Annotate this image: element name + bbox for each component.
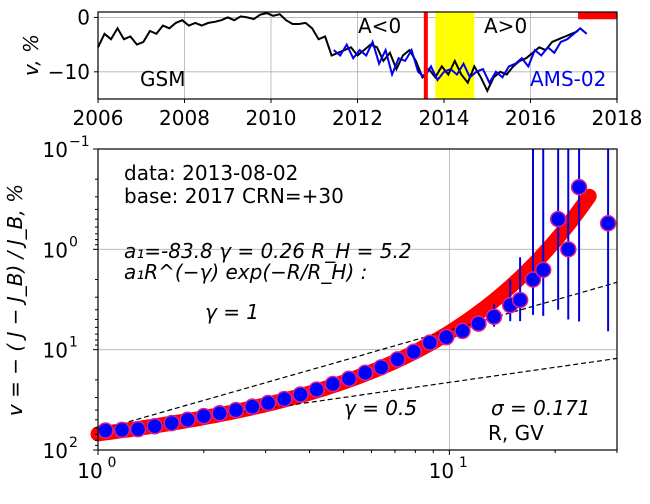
data-point [179, 411, 196, 429]
data-point [356, 364, 374, 382]
bottom-y-tick-exponent: −1 [69, 134, 90, 150]
base-label: base: 2017 CRN=+30 [124, 184, 344, 208]
data-point [570, 178, 588, 196]
data-point [470, 315, 487, 332]
reversal-band [435, 12, 475, 99]
data-date-label: data: 2013-08-02 [124, 161, 298, 185]
bottom-y-tick-label: 10 [43, 138, 68, 162]
data-points [97, 178, 617, 439]
a-positive-label: A>0 [484, 14, 527, 38]
top-y-tick-label: 0 [77, 5, 90, 29]
a-negative-label: A<0 [358, 14, 401, 38]
data-point [454, 322, 471, 340]
data-point [549, 210, 567, 228]
data-point [373, 359, 390, 376]
ams-series-line [333, 26, 588, 85]
data-point [259, 394, 277, 412]
data-point [97, 422, 114, 439]
data-point [308, 381, 325, 398]
top-y-ticks: 0 −10 [48, 5, 98, 84]
top-x-tick-label: 2008 [159, 106, 210, 130]
top-x-ticks: 2006 2008 2010 2012 2014 2016 2018 [73, 99, 643, 130]
data-point [276, 390, 293, 408]
data-point [421, 334, 439, 351]
data-point [485, 308, 503, 326]
top-y-tick-label: −10 [48, 60, 90, 84]
data-point [405, 343, 423, 361]
data-point [244, 398, 261, 415]
bottom-y-tick-exponent: 2 [69, 435, 78, 451]
data-point [146, 418, 163, 435]
bottom-y-axis-label: v = − ( J − J_B) / J_B, % [3, 184, 27, 416]
gamma05-label: γ = 0.5 [344, 396, 417, 420]
x-axis-label: R, GV [488, 421, 544, 445]
top-y-axis-label: v, % [19, 34, 43, 76]
bottom-y-tick-label: 10 [43, 238, 68, 262]
bottom-x-tick-exponent: 0 [108, 455, 117, 471]
top-x-tick-label: 2018 [592, 106, 643, 130]
data-point [389, 351, 406, 368]
data-point [534, 261, 552, 279]
gamma1-dashed-line [97, 281, 618, 432]
bottom-y-tick-label: 10 [43, 439, 68, 463]
top-x-tick-label: 2014 [419, 106, 470, 130]
gamma05-dashed-line [97, 357, 618, 434]
gsm-label: GSM [140, 67, 185, 91]
top-x-tick-label: 2012 [332, 106, 383, 130]
data-point [113, 421, 131, 439]
formula-label: a₁R^(−γ) exp(−R/R_H) : [124, 260, 367, 284]
bottom-x-tick-label: 10 [77, 459, 102, 483]
data-point [292, 386, 309, 403]
data-point [560, 241, 577, 258]
ams-label: AMS-02 [530, 67, 606, 91]
bottom-x-ticks: 10 0 10 1 [77, 450, 618, 483]
data-point [324, 375, 342, 393]
data-point [438, 328, 455, 346]
bottom-x-tick-label: 10 [429, 459, 454, 483]
data-point [163, 414, 180, 432]
data-point [340, 370, 358, 388]
sigma-label: σ = 0.171 [491, 396, 590, 420]
top-x-tick-label: 2006 [73, 106, 124, 130]
bottom-y-tick-exponent: 0 [69, 234, 78, 250]
data-point [211, 404, 228, 422]
bottom-axes-frame [97, 148, 618, 451]
params-label: a₁=-83.8 γ = 0.26 R_H = 5.2 [124, 239, 412, 263]
bottom-y-tick-label: 10 [43, 339, 68, 363]
data-point [511, 291, 529, 309]
bottom-x-tick-exponent: 1 [459, 455, 468, 471]
top-x-tick-label: 2016 [505, 106, 556, 130]
top-panel: 2006 2008 2010 2012 2014 2016 2018 0 −10 GSM AM… [19, 5, 642, 130]
bottom-y-tick-exponent: 1 [69, 335, 78, 351]
data-point [599, 215, 617, 232]
top-x-tick-label: 2010 [246, 106, 297, 130]
gamma1-label: γ = 1 [205, 300, 259, 324]
data-point [524, 271, 542, 288]
data-point [129, 420, 147, 438]
data-point [227, 401, 245, 419]
data-point [195, 407, 213, 425]
